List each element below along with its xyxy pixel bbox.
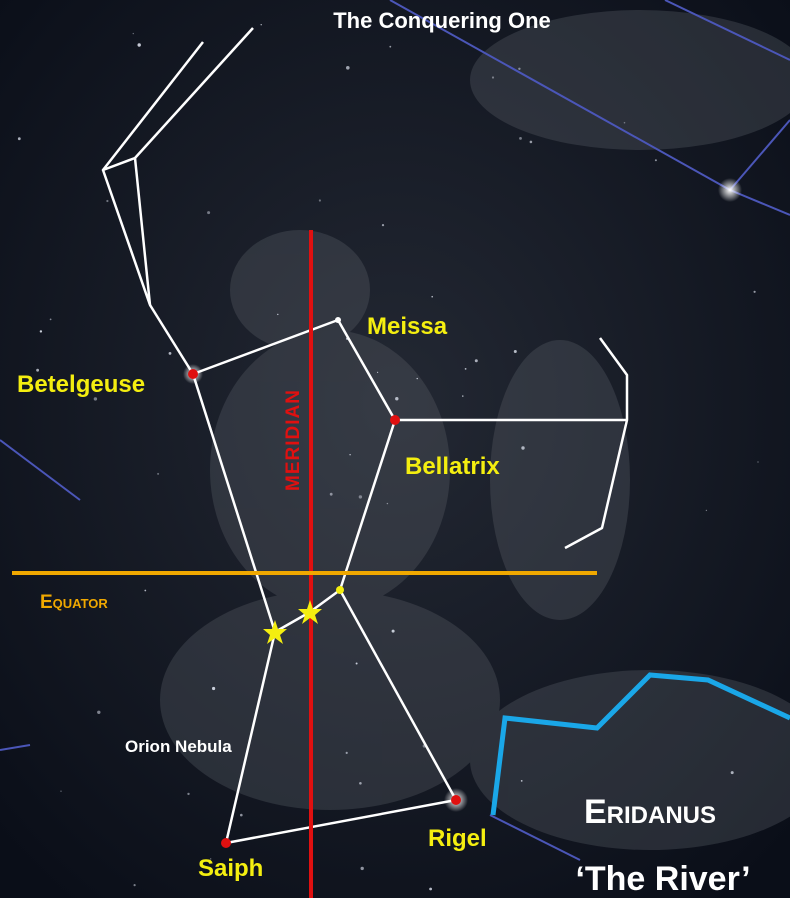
background-star <box>395 397 398 400</box>
background-star <box>492 76 494 78</box>
background-star <box>392 630 395 633</box>
background-star <box>429 888 432 891</box>
background-star <box>187 793 189 795</box>
background-star <box>319 199 321 201</box>
title: The Conquering One <box>333 8 551 33</box>
background-star <box>706 510 707 511</box>
background-star <box>431 296 433 298</box>
background-star <box>349 454 350 455</box>
background-star <box>521 446 524 449</box>
background-star <box>754 291 756 293</box>
star <box>718 178 742 202</box>
background-star <box>521 780 523 782</box>
constellation-subtitle: ‘The River’ <box>575 860 750 898</box>
background-star <box>530 141 533 144</box>
background-star <box>382 224 384 226</box>
star-label: Rigel <box>428 825 487 852</box>
belt-star <box>336 586 344 594</box>
background-star <box>106 200 108 202</box>
background-star <box>133 33 134 34</box>
background-star <box>519 137 522 140</box>
background-star <box>389 46 391 48</box>
background-star <box>97 711 100 714</box>
background-star <box>377 372 378 373</box>
background-star <box>138 43 141 46</box>
background-star <box>18 137 21 140</box>
background-star <box>240 814 243 817</box>
background-star <box>169 352 172 355</box>
background-star <box>387 503 388 504</box>
background-star <box>207 211 210 214</box>
background-star <box>518 68 520 70</box>
nebula-label: Orion Nebula <box>125 737 232 756</box>
star-label: Saiph <box>198 855 263 882</box>
background-star <box>277 314 278 315</box>
background-star <box>60 791 61 792</box>
background-star <box>261 24 262 25</box>
equator-label: Equator <box>40 592 108 613</box>
background-star <box>514 350 517 353</box>
background-star <box>50 319 52 321</box>
star-map: The Conquering One Betelgeuse Meissa Bel… <box>0 0 790 898</box>
background-star <box>624 122 626 124</box>
background-star <box>356 663 358 665</box>
star-dot <box>451 795 461 805</box>
background-star <box>731 771 734 774</box>
star-dot <box>390 415 400 425</box>
star-dot <box>221 838 231 848</box>
background-star <box>134 884 136 886</box>
background-star <box>330 493 333 496</box>
star-label: Bellatrix <box>405 453 500 480</box>
background-star <box>346 752 348 754</box>
star-label: Betelgeuse <box>17 371 145 398</box>
star-dot <box>335 317 341 323</box>
constellation-name: Eridanus <box>584 793 716 831</box>
background-star <box>359 782 362 785</box>
background-star <box>40 330 42 332</box>
background-star <box>144 590 146 592</box>
background-star <box>465 368 467 370</box>
background-star <box>212 687 215 690</box>
background-star <box>757 461 758 462</box>
meridian-label: Meridian <box>283 389 304 491</box>
background-star <box>475 359 478 362</box>
background-star <box>417 378 418 379</box>
background-star <box>346 66 350 70</box>
background-star <box>361 867 364 870</box>
background-star <box>462 395 463 396</box>
background-star <box>359 495 362 498</box>
star-dot <box>188 369 198 379</box>
star-label: Meissa <box>367 313 448 340</box>
background-star <box>157 473 159 475</box>
background-star <box>655 159 657 161</box>
